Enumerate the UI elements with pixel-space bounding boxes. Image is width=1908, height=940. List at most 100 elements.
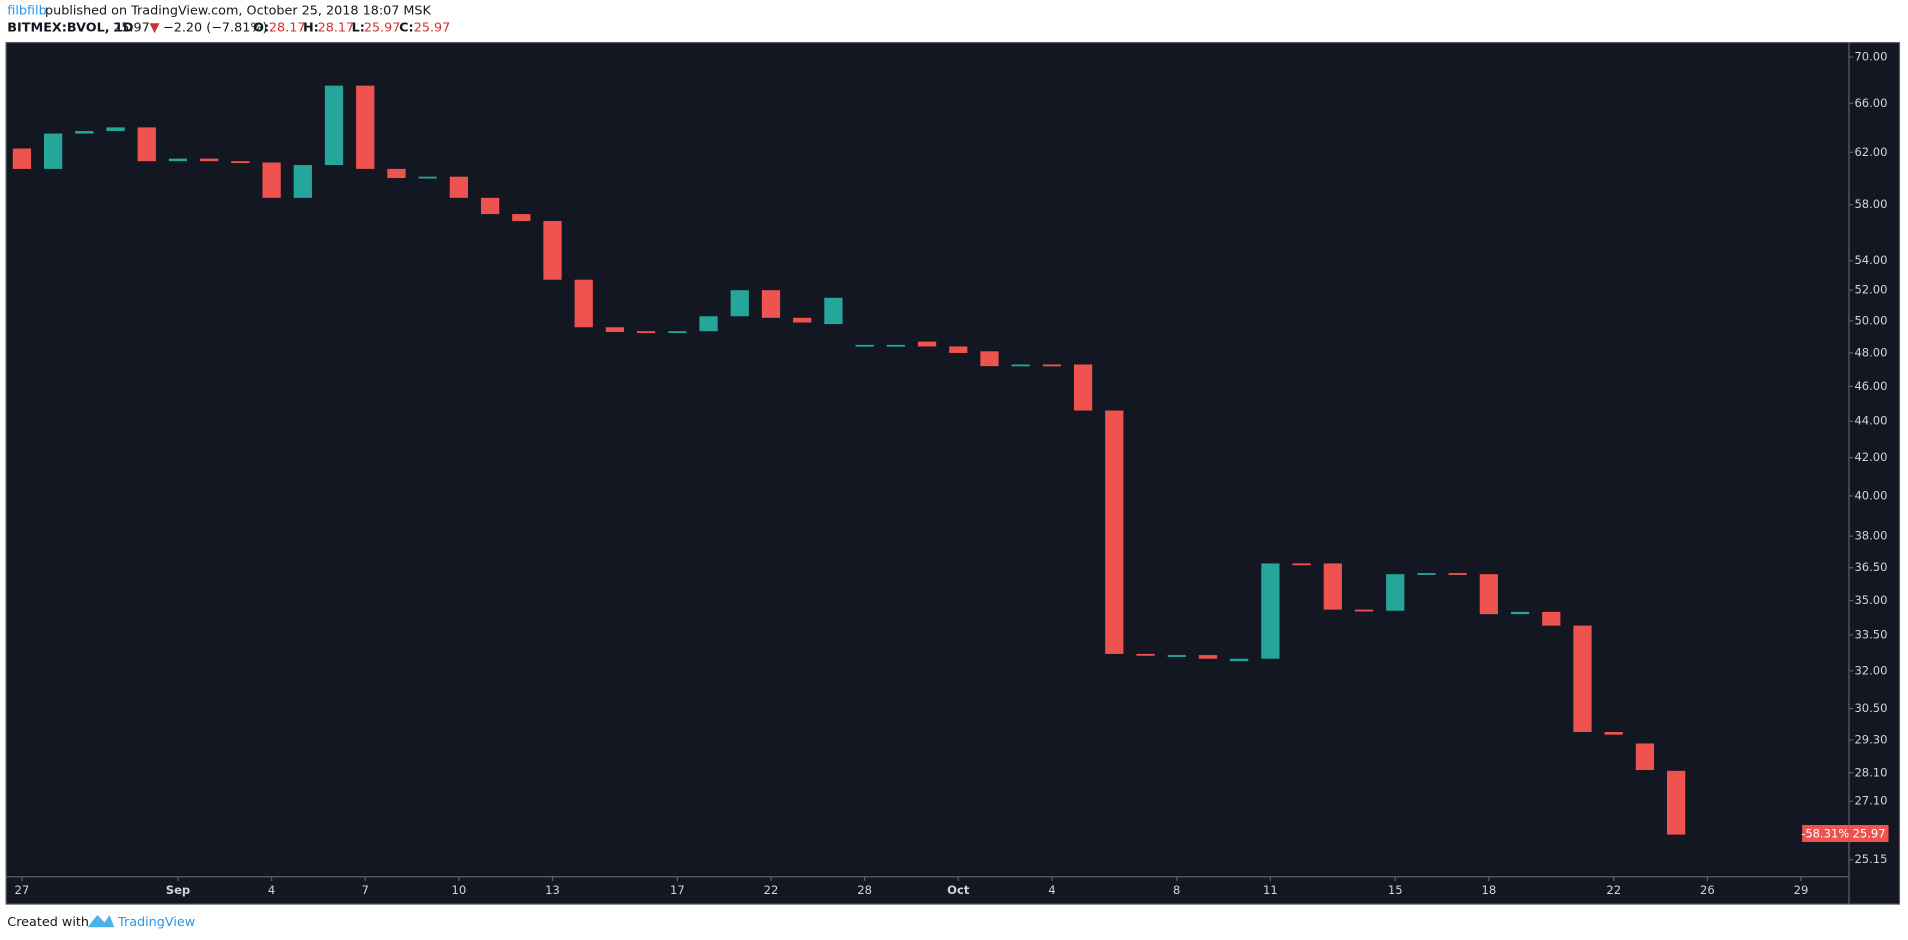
y-tick-label: 50.00: [1854, 313, 1887, 327]
candle-body: [1604, 731, 1623, 735]
x-tick-label: 13: [545, 883, 560, 897]
candle-body: [293, 165, 312, 198]
brand[interactable]: TradingView: [117, 915, 195, 930]
y-tick-label: 48.00: [1854, 345, 1887, 359]
legend: BITMEX:BVOL, 1D 25.97 ▼ −2.20 (−7.81%) O…: [7, 20, 450, 35]
candle-body: [1167, 655, 1186, 657]
candle-body: [231, 161, 250, 164]
candle-body: [418, 176, 437, 179]
x-tick-label: 8: [1173, 883, 1180, 897]
candle-body: [824, 297, 843, 325]
y-tick-label: 70.00: [1854, 50, 1887, 64]
x-tick-label: Sep: [166, 883, 190, 897]
open: 28.17: [269, 20, 306, 35]
y-tick-label: 29.30: [1854, 732, 1887, 746]
y-tick-label: 30.50: [1854, 701, 1887, 715]
candle-body: [1105, 410, 1124, 654]
candle-body: [1042, 364, 1062, 367]
candle-body: [949, 346, 968, 353]
x-tick-label: 22: [764, 883, 779, 897]
candle-body: [1292, 563, 1311, 566]
candle-body: [512, 214, 531, 221]
candle-body: [262, 162, 281, 198]
candle-body: [1667, 770, 1686, 835]
candle-body: [1510, 611, 1530, 615]
candle-body: [855, 344, 874, 347]
candle-body: [43, 133, 63, 169]
candle-body: [1448, 573, 1467, 575]
candle-body: [75, 131, 94, 134]
candle-body: [387, 168, 406, 178]
candle-body: [1354, 609, 1374, 612]
candle-body: [324, 85, 344, 166]
candle-body: [886, 344, 905, 347]
candle-body: [1136, 653, 1155, 656]
close-label: C:: [399, 20, 413, 35]
close: 25.97: [414, 20, 451, 35]
candle-body: [699, 316, 718, 332]
y-tick-label: 28.10: [1854, 765, 1887, 779]
candle-body: [1073, 364, 1093, 411]
change: −2.20 (−7.81%): [163, 20, 267, 35]
candle-body: [1323, 563, 1342, 610]
x-tick-label: 29: [1794, 883, 1809, 897]
y-tick-label: 27.10: [1854, 794, 1887, 808]
author[interactable]: filbfilb: [7, 3, 46, 18]
candle-body: [980, 351, 999, 367]
low-label: L:: [352, 20, 365, 35]
candle-body: [917, 341, 937, 347]
candle-body: [106, 127, 125, 132]
x-tick-label: 4: [268, 883, 275, 897]
candle-body: [1198, 655, 1218, 659]
x-tick-label: 10: [452, 883, 467, 897]
x-tick-label: 15: [1388, 883, 1403, 897]
candle-body: [543, 220, 562, 280]
x-tick-label: Oct: [947, 883, 970, 897]
y-tick-label: 40.00: [1854, 488, 1887, 502]
y-tick-label: 25.15: [1854, 852, 1887, 866]
low: 25.97: [364, 20, 401, 35]
candle-body: [480, 197, 500, 215]
x-tick-label: 28: [857, 883, 872, 897]
candle-body: [168, 158, 188, 162]
x-tick-label: 4: [1048, 883, 1055, 897]
x-tick-label: 17: [670, 883, 685, 897]
published: published on TradingView.com, October 25…: [45, 3, 432, 18]
candle-body: [668, 331, 687, 334]
y-tick-label: 52.00: [1854, 283, 1887, 297]
last: 25.97: [113, 20, 150, 35]
candle-body: [1261, 563, 1280, 659]
created-with: Created with: [7, 915, 89, 930]
y-tick-label: 35.00: [1854, 593, 1887, 607]
candle-body: [1542, 611, 1561, 626]
y-tick-label: 66.00: [1854, 96, 1887, 110]
high-label: H:: [303, 20, 319, 35]
x-tick-label: 22: [1606, 883, 1621, 897]
price-tag: 25.97: [1853, 827, 1886, 841]
plot: 70.00 66.00 62.00 58.00 54.00 52.00 50.00 48.00…: [12, 50, 1888, 897]
candle-body: [137, 127, 156, 162]
candle-body: [761, 290, 781, 318]
y-tick-label: 33.50: [1854, 627, 1887, 641]
x-tick-label: 7: [362, 883, 369, 897]
candle-body: [1011, 364, 1030, 367]
candle-body: [1417, 573, 1436, 575]
price-tag-change: -58.31%: [1801, 827, 1849, 841]
high: 28.17: [318, 20, 355, 35]
y-tick-label: 46.00: [1854, 379, 1887, 393]
symbol: BITMEX:BVOL, 1D: [7, 20, 133, 35]
y-tick-label: 36.50: [1854, 560, 1887, 574]
candle-body: [637, 331, 656, 334]
y-tick-label: 58.00: [1854, 197, 1887, 211]
y-tick-label: 42.00: [1854, 450, 1887, 464]
open-label: O:: [253, 20, 269, 35]
y-tick-label: 44.00: [1854, 414, 1887, 428]
candle-body: [605, 327, 625, 333]
candle-body: [793, 317, 812, 323]
candle-body: [200, 158, 219, 162]
price-tag-bg: [1848, 825, 1889, 843]
candle-body: [1386, 574, 1405, 611]
x-tick-label: 27: [15, 883, 30, 897]
